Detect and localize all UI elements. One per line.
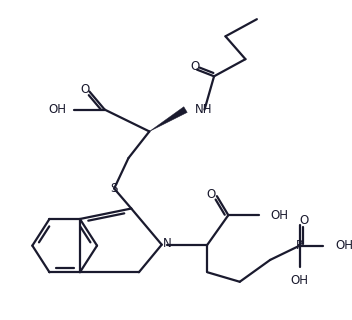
Text: OH: OH bbox=[335, 239, 352, 252]
Text: S: S bbox=[111, 182, 118, 195]
Text: OH: OH bbox=[270, 209, 288, 222]
Text: NH: NH bbox=[195, 103, 213, 116]
Text: P: P bbox=[296, 239, 303, 252]
Text: OH: OH bbox=[291, 274, 309, 287]
Text: O: O bbox=[300, 214, 309, 228]
Text: O: O bbox=[80, 83, 89, 96]
Polygon shape bbox=[149, 107, 187, 132]
Text: OH: OH bbox=[49, 103, 67, 116]
Text: O: O bbox=[207, 188, 216, 201]
Text: O: O bbox=[190, 60, 200, 73]
Text: N: N bbox=[163, 237, 171, 250]
